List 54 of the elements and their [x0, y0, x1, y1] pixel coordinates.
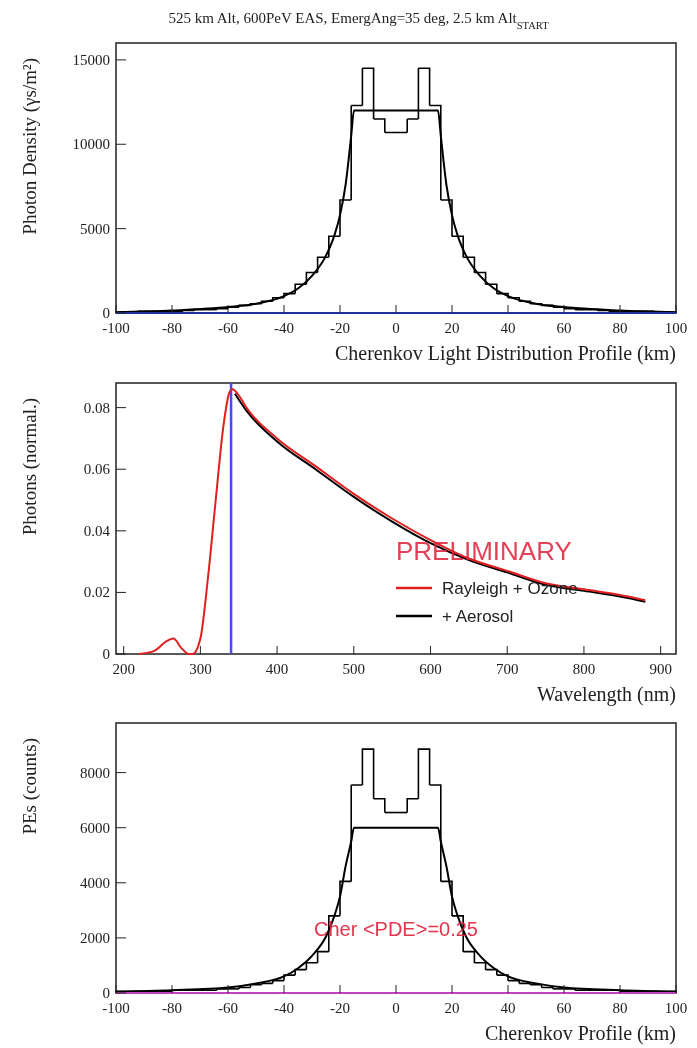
- x-tick-label: 500: [342, 661, 366, 677]
- line-series: [233, 392, 647, 603]
- x-tick-label: 600: [419, 661, 442, 677]
- x-tick-label: -20: [330, 1000, 350, 1016]
- y-tick-label: 0.02: [83, 584, 110, 601]
- x-tick-label: 200: [112, 661, 135, 677]
- legend-label: + Aerosol: [442, 607, 514, 626]
- y-tick-label: 10000: [72, 136, 110, 153]
- y-axis-title: PEs (counts): [19, 738, 41, 835]
- y-tick-label: 6000: [80, 819, 110, 836]
- x-tick-label: 300: [189, 661, 212, 677]
- x-axis-title: Wavelength (nm): [537, 683, 676, 706]
- line-series: [138, 388, 647, 655]
- y-tick-label: 0.04: [83, 522, 111, 539]
- y-tick-label: 5000: [80, 220, 110, 237]
- x-tick-label: -20: [330, 320, 350, 336]
- x-tick-label: -60: [218, 1000, 238, 1016]
- chart-title: 525 km Alt, 600PeV EAS, EmergAng=35 deg, 2.5 km Alt$_{START}$: [168, 10, 550, 31]
- x-tick-label: -40: [274, 1000, 294, 1016]
- y-tick-label: 0.06: [83, 461, 111, 478]
- x-tick-label: 40: [500, 320, 516, 336]
- y-axis-title: Photons (normal.): [19, 398, 41, 536]
- x-tick-label: 80: [612, 1000, 628, 1016]
- x-tick-label: -40: [274, 320, 294, 336]
- x-tick-label: 0: [392, 320, 400, 336]
- x-tick-label: -80: [162, 320, 182, 336]
- x-axis-title: Cherenkov Profile (km): [484, 1022, 676, 1045]
- y-axis-title: Photon Density (γs/m²): [19, 58, 41, 235]
- x-tick-label: 0: [392, 1000, 400, 1016]
- y-tick-label: 0: [102, 305, 110, 321]
- x-tick-label: -100: [102, 320, 130, 336]
- x-axis-title: Cherenkov Light Distribution Profile (km): [334, 342, 676, 365]
- y-tick-label: 2000: [80, 929, 110, 946]
- y-tick-label: 0: [102, 985, 110, 1001]
- x-tick-label: -80: [162, 1000, 182, 1016]
- x-tick-label: 60: [556, 1000, 572, 1016]
- x-tick-label: 20: [444, 320, 460, 336]
- x-tick-label: 20: [444, 1000, 460, 1016]
- y-tick-label: 0: [102, 646, 110, 662]
- x-tick-label: 900: [649, 661, 672, 677]
- x-tick-label: 60: [556, 320, 572, 336]
- x-tick-label: 700: [495, 661, 519, 677]
- x-tick-label: -100: [102, 1000, 130, 1016]
- y-tick-label: 15000: [72, 51, 110, 68]
- x-tick-label: 100: [664, 1000, 688, 1016]
- x-tick-label: -60: [218, 320, 238, 336]
- y-tick-label: 0.08: [83, 399, 110, 416]
- y-tick-label: 8000: [80, 764, 110, 781]
- x-tick-label: 400: [265, 661, 289, 677]
- x-tick-label: 800: [572, 661, 596, 677]
- x-tick-label: 80: [612, 320, 628, 336]
- y-tick-label: 4000: [80, 874, 110, 891]
- x-tick-label: 100: [664, 320, 688, 336]
- x-tick-label: 40: [500, 1000, 516, 1016]
